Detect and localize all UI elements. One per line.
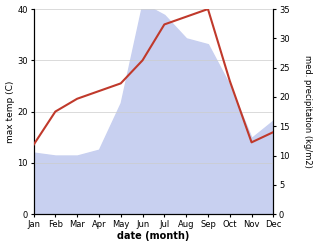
X-axis label: date (month): date (month) <box>117 231 190 242</box>
Y-axis label: med. precipitation (kg/m2): med. precipitation (kg/m2) <box>303 55 313 168</box>
Y-axis label: max temp (C): max temp (C) <box>5 80 15 143</box>
